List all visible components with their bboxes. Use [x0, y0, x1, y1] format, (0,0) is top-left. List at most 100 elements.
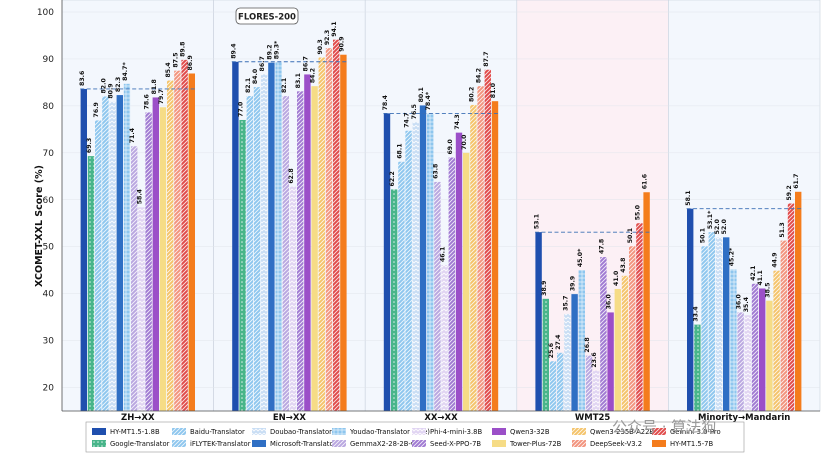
- bar: [593, 370, 600, 411]
- bar: [607, 312, 614, 411]
- bar: [773, 270, 780, 411]
- legend-swatch: [252, 440, 266, 447]
- legend-label: HY-MT1.5-7B: [670, 440, 714, 448]
- bar-value-label: 80.2: [468, 87, 475, 102]
- bar: [434, 181, 441, 411]
- group-background: [364, 0, 518, 412]
- bar-value-label: 61.6: [642, 174, 649, 189]
- bar-value-label: 45.2*: [728, 247, 735, 266]
- bar: [405, 130, 412, 411]
- legend-label: iFLYTEK-Translator: [190, 440, 251, 448]
- annotation-text: FLORES-200: [238, 13, 296, 23]
- bar-value-label: 76.9: [93, 102, 100, 117]
- bar-value-label: 89.2: [266, 44, 273, 59]
- group-background: [516, 0, 669, 412]
- legend-label: Seed-X-PPO-7B: [430, 440, 481, 448]
- bar-value-label: 39.9: [570, 276, 577, 291]
- bar: [297, 91, 304, 411]
- bar-value-label: 78.6: [144, 94, 151, 109]
- bar: [730, 269, 737, 411]
- y-tick-label: 80: [43, 102, 55, 112]
- bar-value-label: 69.3: [86, 138, 93, 153]
- bar-value-label: 89.4: [230, 43, 237, 59]
- y-tick-label: 100: [37, 8, 54, 18]
- bar: [174, 70, 181, 412]
- bar-value-label: 51.3: [779, 222, 786, 237]
- y-tick-label: 60: [43, 196, 55, 206]
- bar: [694, 324, 701, 411]
- bar: [391, 189, 398, 411]
- bar-value-label: 53.1*: [707, 210, 714, 229]
- legend-label: Gemini-3.0-Pro: [670, 428, 721, 436]
- bar-value-label: 53.1: [534, 214, 541, 229]
- bar-value-label: 86.9: [187, 55, 194, 70]
- bar-value-label: 47.8: [598, 239, 605, 254]
- bar-value-label: 71.4: [129, 127, 136, 143]
- bar-value-label: 58.4: [136, 188, 143, 204]
- bar: [463, 152, 470, 411]
- legend-swatch: [412, 428, 426, 435]
- flores-annotation: FLORES-200: [235, 7, 299, 25]
- bar-value-label: 74.7: [404, 112, 411, 127]
- bar-value-label: 38.5: [764, 282, 771, 297]
- bar: [636, 223, 643, 411]
- legend-swatch: [492, 440, 506, 447]
- bar: [87, 156, 95, 411]
- bar: [571, 294, 578, 411]
- bar-value-label: 81.0: [490, 82, 497, 98]
- bar: [333, 39, 340, 412]
- bar-value-label: 26.8: [584, 337, 591, 352]
- bar-value-label: 90.9: [338, 36, 345, 51]
- bar-value-label: 55.0: [634, 204, 641, 220]
- bar-value-label: 87.5: [172, 52, 179, 67]
- bar: [491, 101, 499, 411]
- bar-value-label: 77.0: [238, 101, 245, 117]
- bar-value-label: 52.0: [721, 218, 728, 234]
- bar-value-label: 84.2: [476, 68, 483, 83]
- bar: [318, 57, 325, 412]
- bar-value-label: 86.7: [259, 56, 266, 71]
- bar: [304, 74, 311, 411]
- bar-value-label: 45.0*: [577, 248, 584, 267]
- bar: [578, 270, 585, 411]
- bar: [621, 275, 629, 411]
- bar-value-label: 70.0: [461, 134, 468, 150]
- bar: [427, 113, 434, 411]
- bar: [766, 300, 773, 411]
- bar-value-label: 78.4*: [425, 91, 432, 110]
- group-background: [61, 0, 214, 412]
- annotation-box: [235, 7, 299, 25]
- y-tick-label: 20: [43, 384, 55, 394]
- data-labels: 83.6 69.3 76.9 82.0 80.9 82.384.7* 71.4 58.4 78.…: [79, 21, 800, 367]
- bar: [239, 119, 246, 411]
- legend-swatch: [172, 428, 186, 435]
- bar-value-label: 84.2: [310, 68, 317, 83]
- bar: [261, 74, 268, 411]
- legend-swatch: [172, 440, 186, 447]
- bar-value-label: 79.7: [158, 89, 165, 104]
- bar: [723, 237, 730, 411]
- bar-value-label: 84.7*: [122, 62, 129, 81]
- bar-value-label: 41.0: [613, 270, 620, 286]
- y-tick-label: 30: [43, 337, 55, 347]
- legend-swatch: [92, 440, 106, 447]
- bar-value-label: 35.4: [743, 296, 750, 312]
- y-tick-label: 70: [43, 149, 55, 159]
- bar: [95, 120, 102, 412]
- bar: [138, 207, 145, 411]
- legend-swatch: [92, 428, 106, 435]
- bar: [123, 83, 131, 411]
- legend-swatch: [652, 440, 666, 447]
- bar-value-label: 85.4: [165, 62, 172, 78]
- bar: [181, 59, 188, 411]
- legend-label: Baidu-Translator: [190, 428, 245, 436]
- bar-value-label: 68.1: [396, 143, 403, 158]
- bar-value-label: 63.8: [432, 164, 439, 179]
- bar: [787, 203, 795, 411]
- bar-value-label: 80.9: [108, 83, 115, 98]
- bar: [116, 95, 123, 412]
- bar-value-label: 61.7: [793, 174, 800, 189]
- bar-value-label: 36.0: [606, 293, 613, 309]
- bar-value-label: 89.8: [180, 42, 187, 57]
- bar-value-label: 90.3: [317, 39, 324, 54]
